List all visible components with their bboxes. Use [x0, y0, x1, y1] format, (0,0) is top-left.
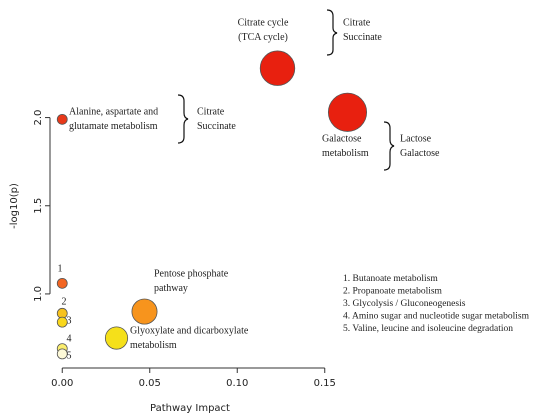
- annotation: (TCA cycle): [238, 32, 288, 43]
- annotation: metabolism: [322, 148, 369, 159]
- bubble: [327, 92, 368, 132]
- y-tick-label: 1.5: [33, 198, 44, 214]
- annotation: 1: [58, 263, 63, 274]
- bubble: [56, 113, 68, 125]
- bubble: [56, 316, 68, 328]
- annotation: metabolism: [130, 340, 177, 351]
- bracket: [177, 94, 189, 144]
- bubble: [104, 326, 129, 350]
- x-tick-label: 0.10: [226, 378, 248, 389]
- annotation: 4: [67, 333, 72, 344]
- bracket: [383, 121, 395, 171]
- x-tick-label: 0.00: [51, 378, 73, 389]
- legend-note: 5. Valine, leucine and isoleucine degrad…: [343, 324, 513, 334]
- annotation: 2: [62, 296, 67, 307]
- legend-note: 3. Glycolysis / Gluconeogenesis: [343, 299, 466, 309]
- y-axis-label: -log10(p): [9, 183, 20, 229]
- bubble: [131, 298, 158, 325]
- legend-note: 4. Amino sugar and nucleotide sugar meta…: [343, 312, 530, 322]
- legend-note: 1. Butanoate metabolism: [343, 274, 438, 284]
- x-tick-label: 0.05: [139, 378, 161, 389]
- y-tick-label: 2.0: [33, 110, 44, 126]
- annotation: Lactose: [400, 133, 432, 144]
- annotation: Galactose: [322, 133, 362, 144]
- annotation: Galactose: [400, 148, 440, 159]
- bubble: [259, 50, 296, 86]
- bubble: [56, 277, 68, 289]
- annotation: glutamate metabolism: [69, 121, 158, 132]
- annotation: Citrate cycle: [238, 17, 289, 28]
- annotation: Citrate: [197, 106, 225, 117]
- annotation: Succinate: [343, 32, 382, 43]
- bubble: [56, 348, 68, 360]
- annotation: 5: [67, 350, 72, 361]
- annotation: Pentose phosphate: [154, 268, 229, 279]
- annotation: pathway: [154, 283, 188, 294]
- annotation: Glyoxylate and dicarboxylate: [130, 325, 249, 336]
- annotation: Citrate: [343, 17, 371, 28]
- annotation: Alanine, aspartate and: [69, 106, 158, 117]
- annotation: 3: [67, 315, 72, 326]
- y-tick-label: 1.0: [33, 286, 44, 302]
- legend-note: 2. Propanoate metabolism: [343, 287, 443, 297]
- bracket: [326, 9, 338, 56]
- x-axis-label: Pathway Impact: [150, 403, 230, 414]
- x-tick-label: 0.15: [314, 378, 336, 389]
- annotation: Succinate: [197, 121, 236, 132]
